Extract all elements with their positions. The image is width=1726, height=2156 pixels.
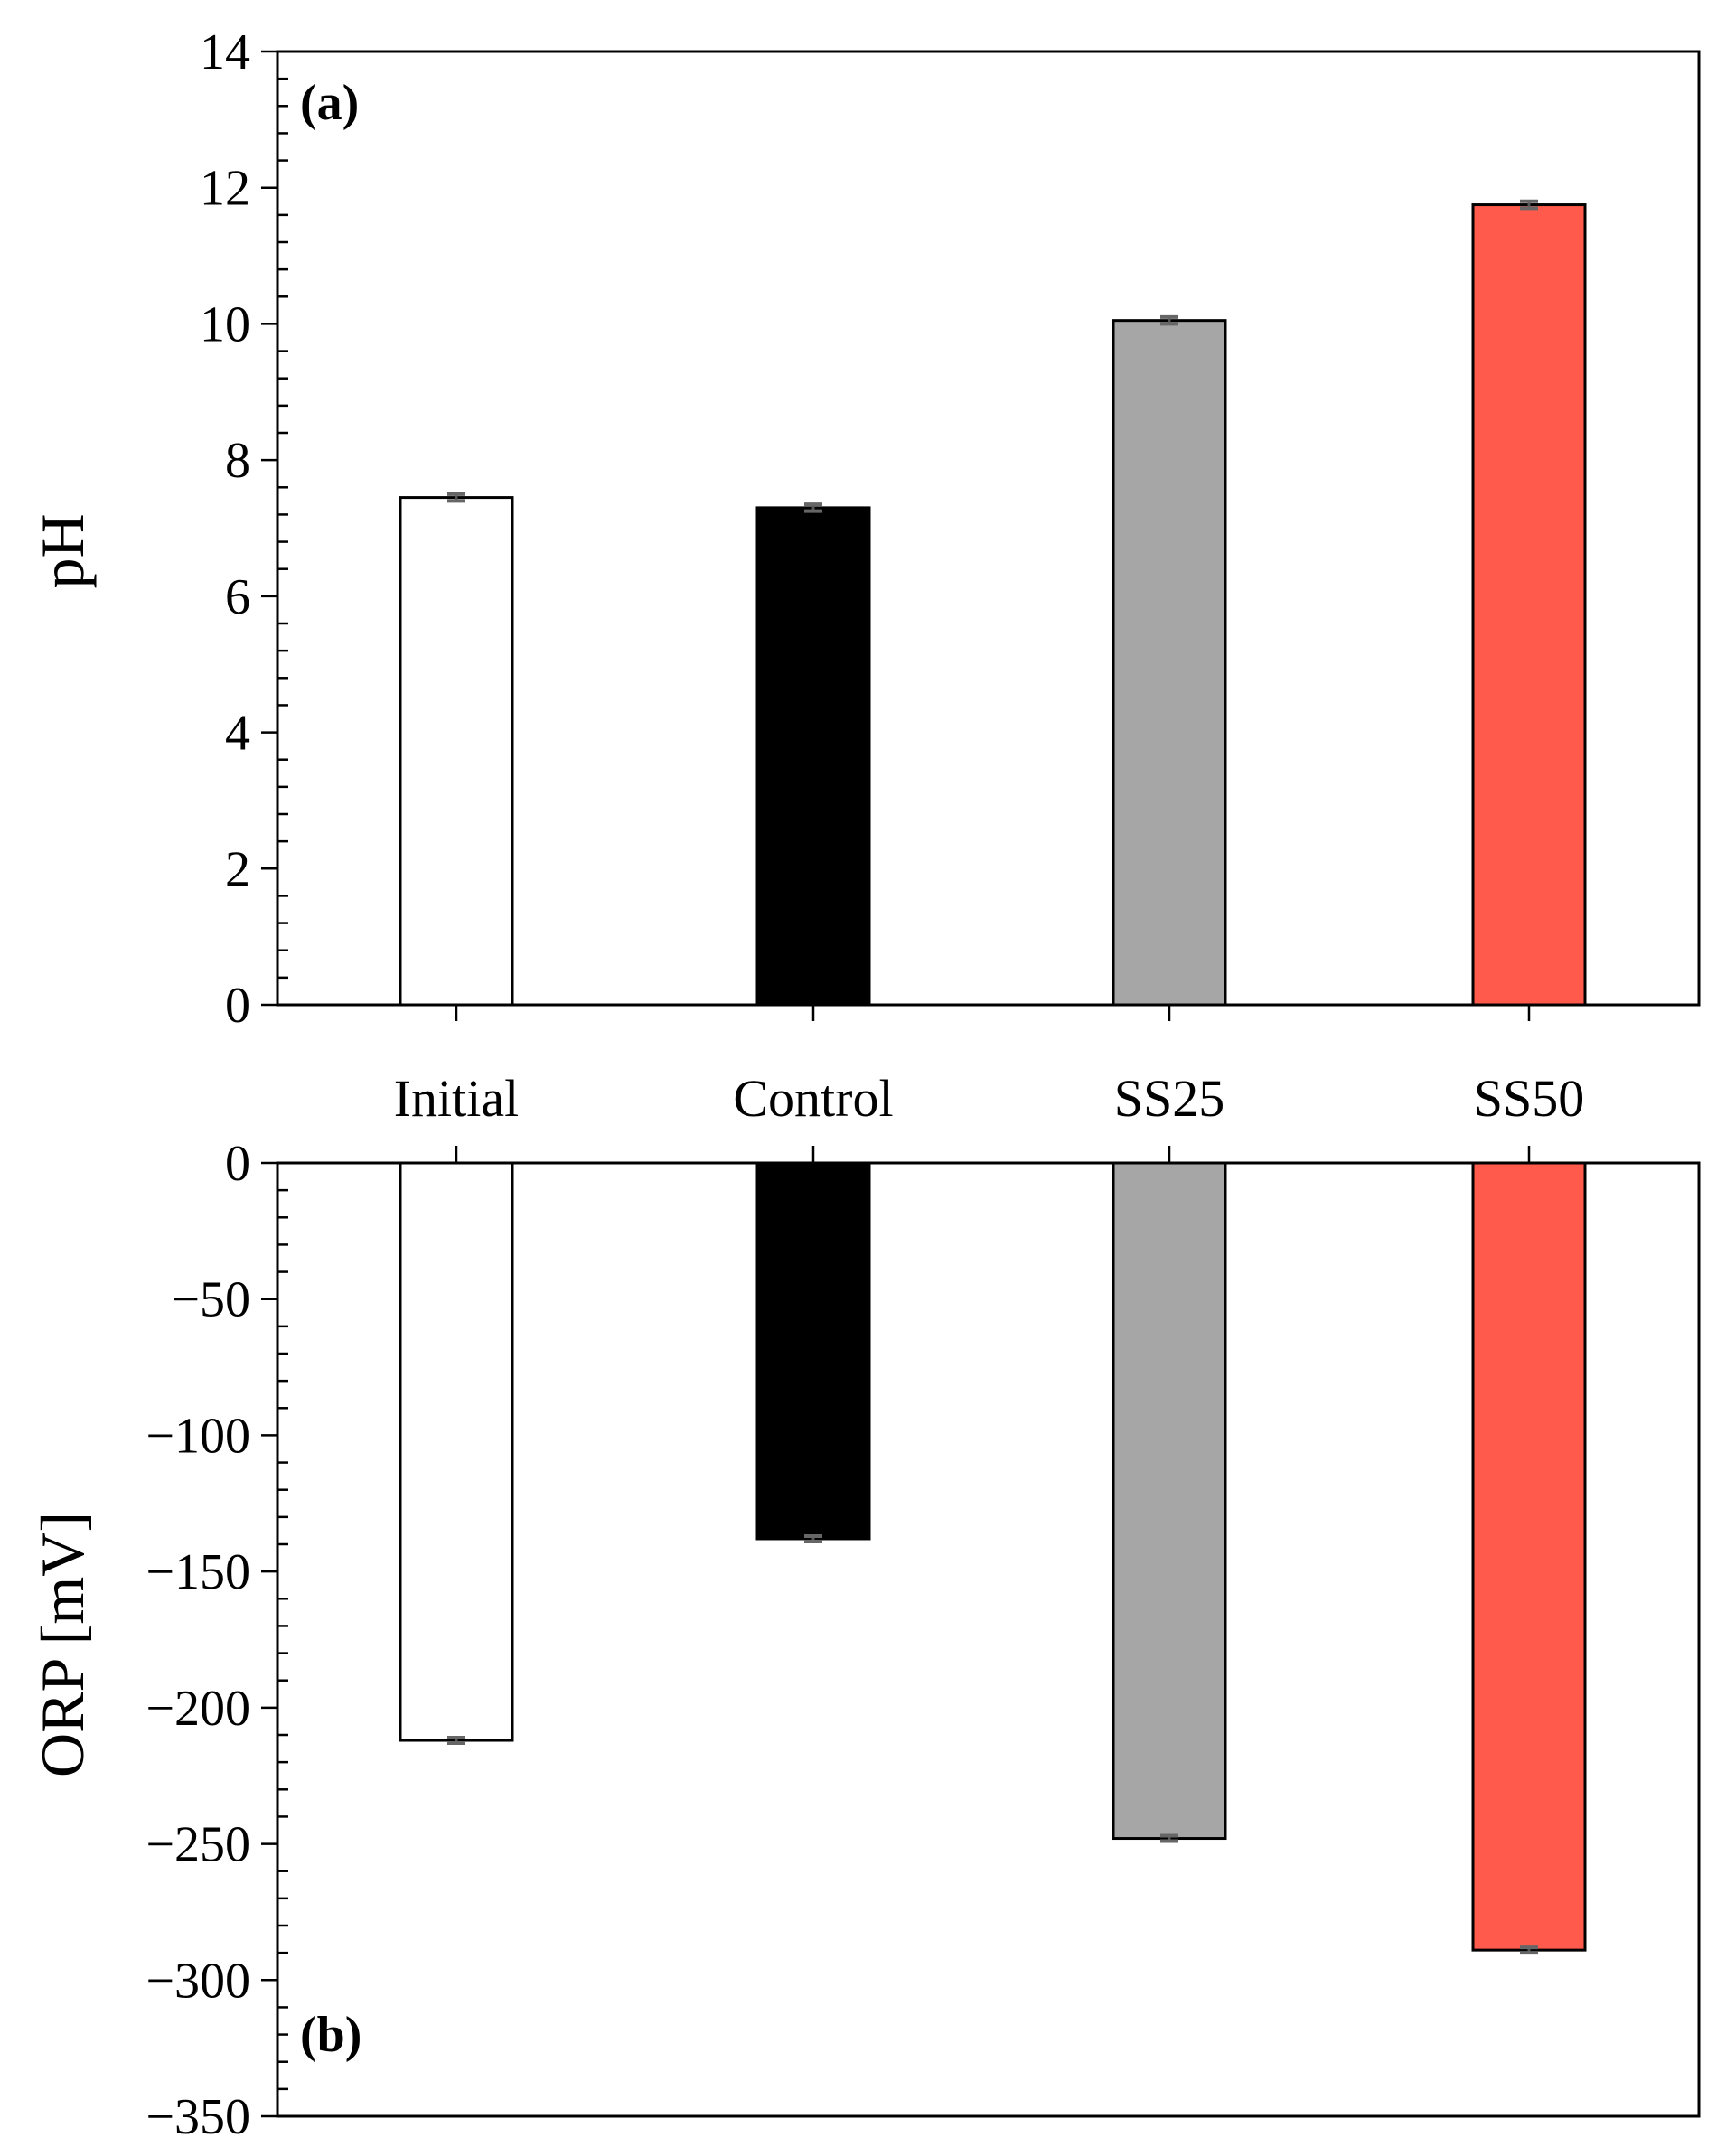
ph-y-tick-label: 14 [200, 24, 250, 80]
orp-panel-label: (b) [300, 2007, 361, 2063]
ph-x-axis [277, 1003, 1699, 1163]
orp-y-tick-label: −200 [145, 1681, 250, 1737]
orp-bar-control [755, 1161, 871, 1541]
category-labels: Initial Control SS25 SS50 [394, 1069, 1585, 1128]
ph-y-tick-label: 4 [225, 706, 250, 762]
category-label-ss25: SS25 [1114, 1069, 1225, 1128]
orp-y-tick-label: −50 [171, 1272, 250, 1328]
ph-y-tick-label: 6 [225, 569, 250, 625]
ph-y-tick-label: 0 [225, 978, 250, 1034]
orp-y-tick-label: −300 [145, 1953, 250, 2009]
ph-bars [399, 199, 1587, 1007]
ph-y-axis: 0 2 4 6 8 10 12 14 [200, 24, 288, 1034]
orp-y-tick-label: −100 [145, 1408, 250, 1464]
ph-y-tick-label: 8 [225, 433, 250, 489]
orp-y-tick-label: 0 [225, 1136, 250, 1192]
orp-bar-ss50 [1471, 1161, 1587, 1952]
ph-axis-title: pH [28, 513, 97, 588]
ph-bar-ss25 [1112, 319, 1227, 1007]
orp-bars [399, 1161, 1587, 1955]
orp-y-tick-label: −350 [145, 2089, 250, 2145]
ph-bar-control [755, 506, 871, 1007]
ph-bar-initial [399, 496, 514, 1007]
category-label-initial: Initial [394, 1069, 520, 1128]
orp-axis-title: ORP [mV] [28, 1512, 97, 1777]
orp-y-tick-label: −250 [145, 1817, 250, 1873]
orp-y-tick-label: −150 [145, 1544, 250, 1600]
ph-y-tick-label: 10 [200, 296, 250, 352]
orp-bar-initial [399, 1161, 514, 1742]
orp-chart-panel: (b) ORP [mV] 0 −50 −100 −150 −200 −250 −300 −35… [28, 1136, 1701, 2145]
orp-y-axis: 0 −50 −100 −150 −200 −250 −300 −350 [145, 1136, 288, 2145]
ph-chart-panel: (a) pH 0 2 4 6 8 10 12 14 Initial Control SS25 SS5… [28, 24, 1701, 1163]
category-label-control: Control [733, 1069, 893, 1128]
ph-y-tick-label: 12 [200, 161, 250, 217]
orp-bar-ss25 [1112, 1161, 1227, 1841]
ph-bar-ss50 [1471, 203, 1587, 1007]
ph-panel-label: (a) [300, 75, 359, 131]
ph-y-tick-label: 2 [225, 841, 250, 897]
category-label-ss50: SS50 [1474, 1069, 1585, 1128]
